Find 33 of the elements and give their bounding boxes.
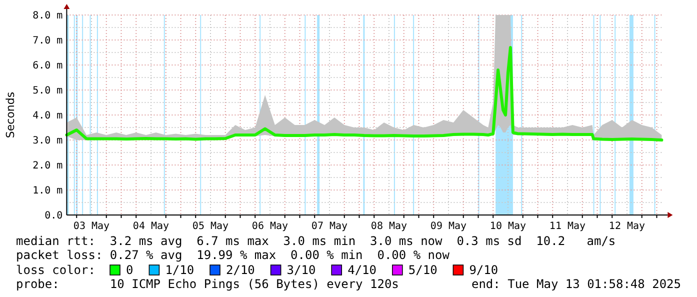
text: median rtt: 3.2 ms avg 6.7 ms max 3.0 ms min 3.0 ms now 0.3 ms sd 10.2 am/s xyxy=(16,234,616,248)
x-tick-label: 10 May xyxy=(490,221,526,232)
x-tick-label: 08 May xyxy=(370,221,408,232)
text: 0 xyxy=(126,263,134,277)
x-tick-label: 12 May xyxy=(608,221,646,232)
x-tick-label: 07 May xyxy=(311,221,348,232)
text: probe: 10 ICMP Echo Pings (56 Bytes) every 120s xyxy=(16,277,399,291)
text: 1/10 xyxy=(165,263,194,277)
line-series xyxy=(65,46,664,142)
text: 3/10 xyxy=(286,263,316,277)
y-tick-label: 7.0 m xyxy=(32,36,63,46)
y-tick-label: 6.0 m xyxy=(32,60,63,72)
x-tick-label: 04 May xyxy=(132,221,170,232)
y-tick-label: 5.0 m xyxy=(32,86,63,96)
y-tick-label: 8.0 m xyxy=(32,10,63,22)
y-tick-label: 3.0 m xyxy=(32,136,63,146)
x-tick-label: 05 May xyxy=(192,221,229,232)
y-tick-label: 2.0 m xyxy=(32,160,63,172)
text: 4/10 xyxy=(348,263,377,277)
text: loss color: xyxy=(16,263,96,277)
x-tick-label: 06 May xyxy=(252,221,288,232)
y-tick-label: 0.0 xyxy=(44,210,63,222)
y-tick-label: 4.0 m xyxy=(32,110,63,122)
text: 9/10 xyxy=(469,263,498,277)
y-tick-label: 1.0 m xyxy=(32,186,63,196)
text: packet loss: 0.27 % avg 19.99 % max 0.00 % min 0.00 % now xyxy=(16,248,450,262)
text: 2/10 xyxy=(226,263,255,277)
text: end: Tue May 13 01:58:48 2025 xyxy=(471,277,681,291)
x-tick-label: 09 May xyxy=(430,221,467,232)
text: 5/10 xyxy=(408,263,438,277)
x-tick-label: 11 May xyxy=(549,221,586,232)
x-tick-label: 03 May xyxy=(73,221,110,232)
y-axis-title: Seconds xyxy=(4,92,17,138)
